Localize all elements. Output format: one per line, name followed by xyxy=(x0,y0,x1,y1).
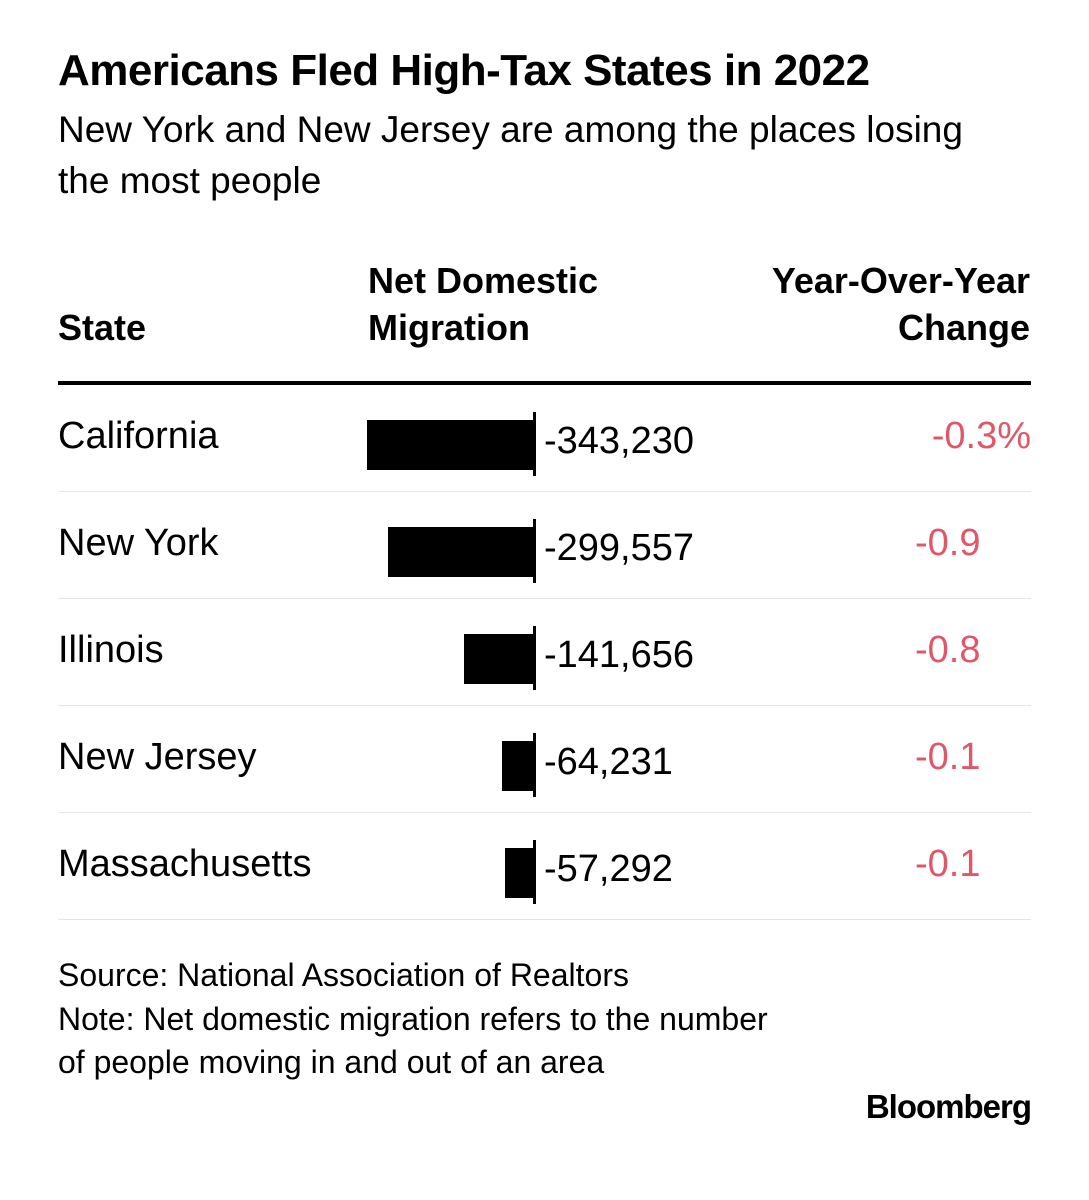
migration-value: -141,656 xyxy=(544,634,695,676)
chart-title: Americans Fled High-Tax States in 2022 xyxy=(58,46,870,95)
table-row: Illinois -141,656 -0.8 xyxy=(58,599,1031,706)
row-divider xyxy=(58,598,1031,599)
bar-zero-axis xyxy=(533,840,536,904)
source-note: Source: National Association of Realtors xyxy=(58,957,629,993)
chart-subtitle: New York and New Jersey are among the pl… xyxy=(58,109,963,201)
bar-zero-axis xyxy=(533,733,536,797)
yoy-change-value: -0.1 xyxy=(915,843,981,885)
column-header-state: State xyxy=(58,307,147,348)
state-label: New Jersey xyxy=(58,736,257,778)
table-row: Massachusetts -57,292 -0.1 xyxy=(58,813,1031,920)
bar-zero-axis xyxy=(533,412,536,476)
yoy-change-value: -0.3% xyxy=(931,415,1031,457)
migration-value: -343,230 xyxy=(544,420,695,462)
header-rule xyxy=(58,381,1031,385)
column-header-net-migration: Net Domestic Migration xyxy=(368,260,599,348)
yoy-change-value: -0.8 xyxy=(915,629,981,671)
migration-value: -299,557 xyxy=(544,527,695,569)
table-row: New Jersey -64,231 -0.1 xyxy=(58,706,1031,813)
table-row: California -343,230 -0.3% xyxy=(58,385,1031,492)
column-header-yoy-change: Year-Over-Year Change xyxy=(771,260,1030,348)
definition-note: Note: Net domestic migration refers to t… xyxy=(58,1000,768,1081)
migration-bar xyxy=(501,741,533,791)
migration-value: -57,292 xyxy=(544,848,673,890)
state-label: California xyxy=(58,415,219,457)
yoy-change-value: -0.9 xyxy=(915,522,981,564)
migration-bar xyxy=(367,420,533,470)
row-divider xyxy=(58,705,1031,706)
migration-value: -64,231 xyxy=(544,741,673,783)
chart-footer: Source: National Association of Realtors… xyxy=(58,954,778,1085)
migration-bar xyxy=(464,634,533,684)
state-label: Illinois xyxy=(58,629,164,671)
state-label: Massachusetts xyxy=(58,843,312,885)
table-row: New York -299,557 -0.9 xyxy=(58,492,1031,599)
migration-bar xyxy=(388,527,533,577)
migration-bar xyxy=(505,848,533,898)
yoy-change-value: -0.1 xyxy=(915,736,981,778)
row-divider xyxy=(58,812,1031,813)
state-label: New York xyxy=(58,522,219,564)
row-divider xyxy=(58,491,1031,492)
row-divider xyxy=(58,919,1031,920)
bar-zero-axis xyxy=(533,519,536,583)
bar-zero-axis xyxy=(533,626,536,690)
bloomberg-logo: Bloomberg xyxy=(865,1088,1032,1125)
